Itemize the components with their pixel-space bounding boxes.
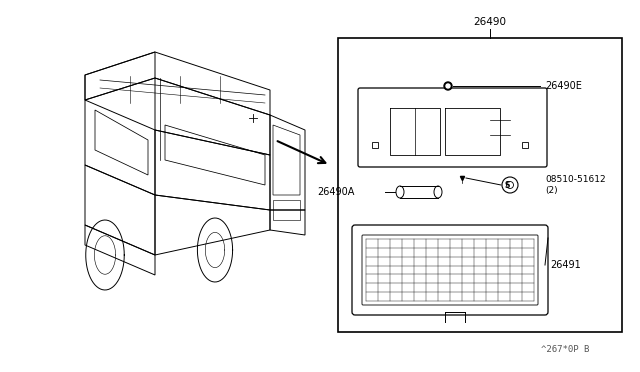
Text: 26490A: 26490A xyxy=(317,187,355,197)
Circle shape xyxy=(444,82,452,90)
Text: S: S xyxy=(504,180,509,189)
Text: 26491: 26491 xyxy=(550,260,580,270)
Circle shape xyxy=(446,84,450,88)
Text: 08510-51612
(2): 08510-51612 (2) xyxy=(545,175,605,195)
Text: 26490E: 26490E xyxy=(545,81,582,91)
Text: ^267*0P B: ^267*0P B xyxy=(541,346,589,355)
Text: 26490: 26490 xyxy=(474,17,506,27)
Bar xyxy=(338,38,622,332)
